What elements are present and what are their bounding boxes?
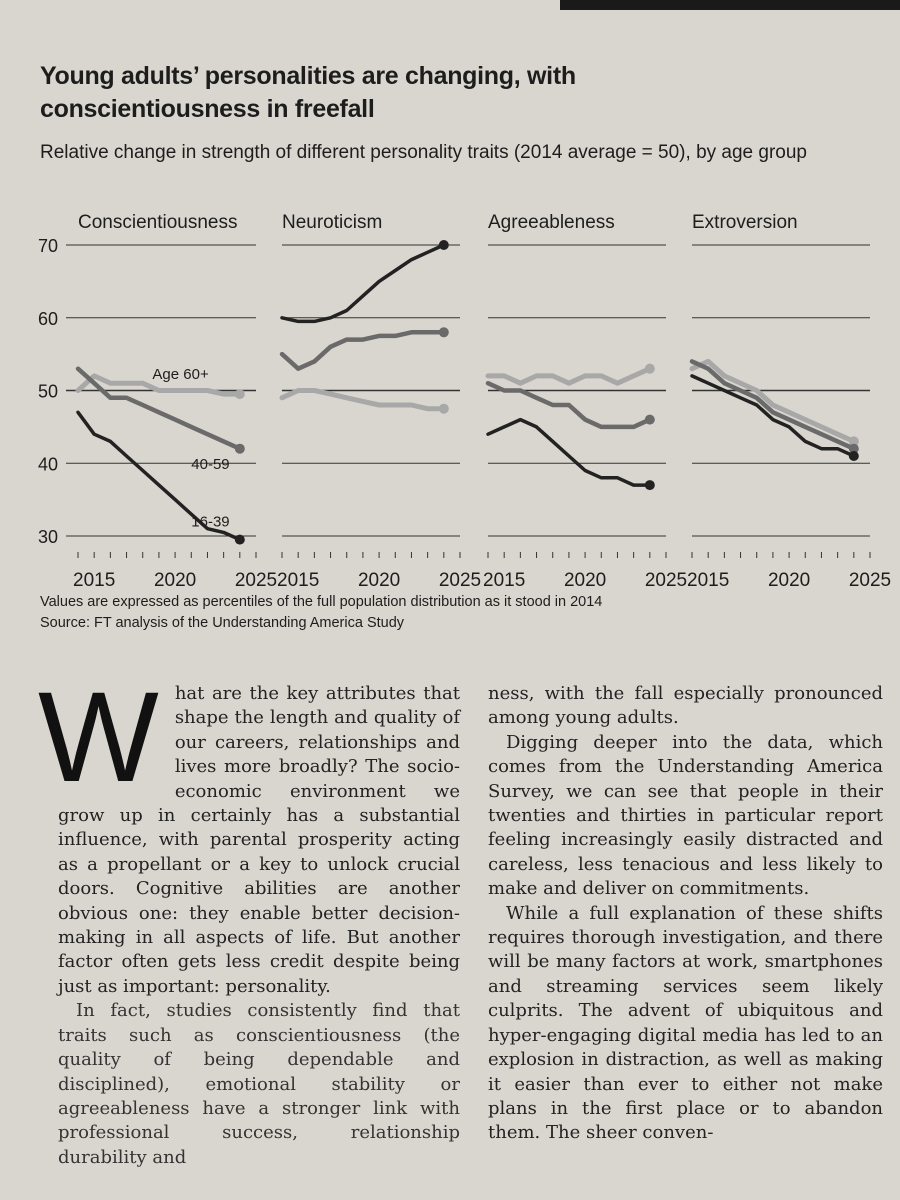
series-line-16-39 [486,417,652,487]
x-tick-label: 2025 [439,570,481,591]
y-tick-label: 30 [38,527,58,547]
drop-cap: W [38,666,159,809]
series-end-dot [848,443,859,454]
x-tick-label: 2025 [645,570,687,591]
panel-title: Neuroticism [282,212,382,233]
series-end-dot [234,389,245,400]
series-end-dot [644,480,655,491]
series-line-age-60- [689,358,857,444]
series-label: Age 60+ [152,366,209,383]
series-line-16-39 [690,374,856,458]
series-label: 16-39 [191,514,229,531]
dark-corner-block [560,0,900,10]
small-multiples-chart: 30 40 50 60 70 Conscientiousness 2015 2020 2025 A… [38,212,891,591]
article-paragraph: While a full explanation of these shifts… [488,902,883,1144]
panel-title: Conscientiousness [78,212,237,233]
panel-title: Agreeableness [488,212,615,233]
article-column-1: W hat are the key attributes that shape … [38,674,460,1170]
headline: Young adults’ personalities are changing… [40,62,576,123]
series-end-dot [234,443,245,454]
series-label: 40-59 [191,456,229,473]
x-tick-label: 2020 [358,570,400,591]
article-paragraph: In fact, studies consistently find that … [58,1000,460,1168]
series-end-dot [848,436,859,447]
x-tick-label: 2025 [235,570,277,591]
series-line-40-59 [279,330,447,371]
series-line-16-39 [76,410,242,542]
subtitle: Relative change in strength of different… [40,142,807,163]
series-line-age-60- [279,388,447,412]
series-end-dot [644,363,655,374]
series-line-16-39 [280,243,446,324]
article-column-2: ness, with the fall especially pronounce… [488,682,883,1146]
y-tick-label: 50 [38,382,58,402]
series-line-age-60- [75,373,243,397]
series-line-age-60- [485,366,653,386]
series-end-dot [234,534,245,545]
series-end-dot [438,240,449,250]
article-paragraph: Digging deeper into the data, which come… [488,731,883,900]
chart-notes: Values are expressed as percentiles of t… [40,592,602,634]
x-tick-label: 2015 [73,570,115,591]
series-end-dot [644,414,655,425]
x-tick-label: 2020 [564,570,606,591]
series-end-dot [848,450,859,461]
x-tick-label: 2015 [483,570,525,591]
x-tick-label: 2025 [849,570,891,591]
series-line-40-59 [689,359,857,451]
x-tick-label: 2015 [687,570,729,591]
x-tick-label: 2015 [277,570,319,591]
series-line-40-59 [485,380,653,430]
source-line: Source: FT analysis of the Understanding… [40,615,405,631]
y-tick-label: 70 [38,236,58,256]
series-end-dot [438,403,449,414]
series-line-40-59 [75,366,243,451]
panel-title: Extroversion [692,212,798,233]
y-tick-label: 40 [38,454,58,474]
footnote: Values are expressed as percentiles of t… [40,594,603,610]
series-end-dot [438,327,449,338]
y-tick-label: 60 [38,309,58,329]
x-tick-label: 2020 [768,570,810,591]
article-paragraph: ness, with the fall especially pronounce… [488,683,883,729]
article-paragraph: hat are the key attributes that shape th… [58,683,460,997]
x-tick-label: 2020 [154,570,196,591]
